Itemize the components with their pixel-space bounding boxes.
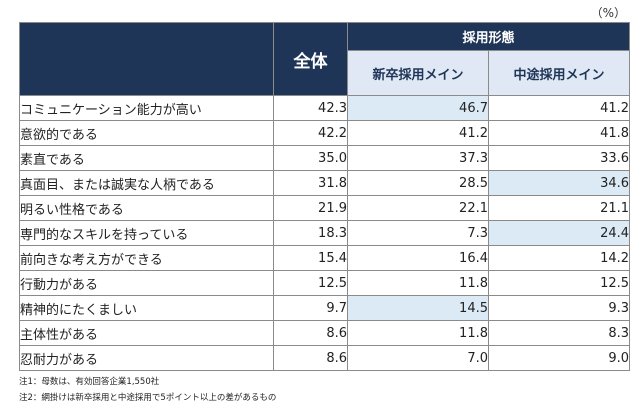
value-new-grad: 22.1 [347, 195, 489, 221]
header-all: 全体 [273, 22, 348, 96]
value-mid-career: 41.2 [487, 95, 631, 121]
table-row: 明るい性格である 21.9 22.1 21.1 [19, 195, 631, 221]
row-label: 意欲的である [19, 120, 274, 146]
value-mid-career: 12.5 [487, 270, 631, 296]
value-new-grad: 14.5 [347, 295, 489, 321]
row-label: 明るい性格である [19, 195, 274, 221]
row-label: 専門的なスキルを持っている [19, 220, 274, 246]
value-mid-career: 41.8 [487, 120, 631, 146]
value-all: 8.6 [273, 345, 348, 371]
table-row: 前向きな考え方ができる 15.4 16.4 14.2 [19, 245, 631, 271]
value-new-grad: 28.5 [347, 170, 489, 196]
header-new-grad: 新卒採用メイン [347, 50, 489, 96]
header-group: 採用形態 [346, 22, 631, 51]
row-label: 真面目、または誠実な人柄である [19, 170, 274, 196]
value-new-grad: 37.3 [347, 145, 489, 171]
value-all: 31.8 [273, 170, 348, 196]
value-mid-career: 34.6 [487, 170, 631, 196]
value-new-grad: 11.8 [347, 270, 489, 296]
notes: 注1：母数は、有効回答企業1,550社 注2：網掛けは新卒採用と中途採用で5ポイ… [19, 374, 276, 406]
table-row: 主体性がある 8.6 11.8 8.3 [19, 320, 631, 346]
header-item-column [19, 22, 274, 96]
table-row: 忍耐力がある 8.6 7.0 9.0 [19, 345, 631, 371]
row-label: 素直である [19, 145, 274, 171]
table-row: 行動力がある 12.5 11.8 12.5 [19, 270, 631, 296]
table-row: コミュニケーション能力が高い 42.3 46.7 41.2 [19, 95, 631, 121]
value-mid-career: 33.6 [487, 145, 631, 171]
value-new-grad: 7.0 [347, 345, 489, 371]
value-new-grad: 7.3 [347, 220, 489, 246]
value-all: 18.3 [273, 220, 348, 246]
table-row: 真面目、または誠実な人柄である 31.8 28.5 34.6 [19, 170, 631, 196]
table-row: 専門的なスキルを持っている 18.3 7.3 24.4 [19, 220, 631, 246]
value-new-grad: 46.7 [347, 95, 489, 121]
value-all: 12.5 [273, 270, 348, 296]
value-all: 42.2 [273, 120, 348, 146]
row-label: 行動力がある [19, 270, 274, 296]
value-all: 9.7 [273, 295, 348, 321]
note-2: 注2：網掛けは新卒採用と中途採用で5ポイント以上の差があるもの [19, 393, 277, 403]
value-mid-career: 9.0 [487, 345, 631, 371]
unit-label: （%） [590, 6, 626, 20]
row-label: 主体性がある [19, 320, 274, 346]
value-all: 21.9 [273, 195, 348, 221]
value-new-grad: 16.4 [347, 245, 489, 271]
header-mid-career: 中途採用メイン [487, 50, 631, 96]
survey-table: 全体 採用形態 新卒採用メイン 中途採用メイン コミュニケーション能力が高い 42… [19, 22, 631, 371]
row-label: コミュニケーション能力が高い [19, 95, 274, 121]
table-row: 意欲的である 42.2 41.2 41.8 [19, 120, 631, 146]
table-row: 素直である 35.0 37.3 33.6 [19, 145, 631, 171]
value-all: 35.0 [273, 145, 348, 171]
value-all: 15.4 [273, 245, 348, 271]
value-new-grad: 11.8 [347, 320, 489, 346]
row-label: 忍耐力がある [19, 345, 274, 371]
value-all: 42.3 [273, 95, 348, 121]
value-all: 8.6 [273, 320, 348, 346]
table-row: 精神的にたくましい 9.7 14.5 9.3 [19, 295, 631, 321]
value-mid-career: 14.2 [487, 245, 631, 271]
note-1: 注1：母数は、有効回答企業1,550社 [19, 377, 160, 387]
row-label: 精神的にたくましい [19, 295, 274, 321]
value-new-grad: 41.2 [347, 120, 489, 146]
row-label: 前向きな考え方ができる [19, 245, 274, 271]
value-mid-career: 24.4 [487, 220, 631, 246]
value-mid-career: 8.3 [487, 320, 631, 346]
value-mid-career: 21.1 [487, 195, 631, 221]
value-mid-career: 9.3 [487, 295, 631, 321]
